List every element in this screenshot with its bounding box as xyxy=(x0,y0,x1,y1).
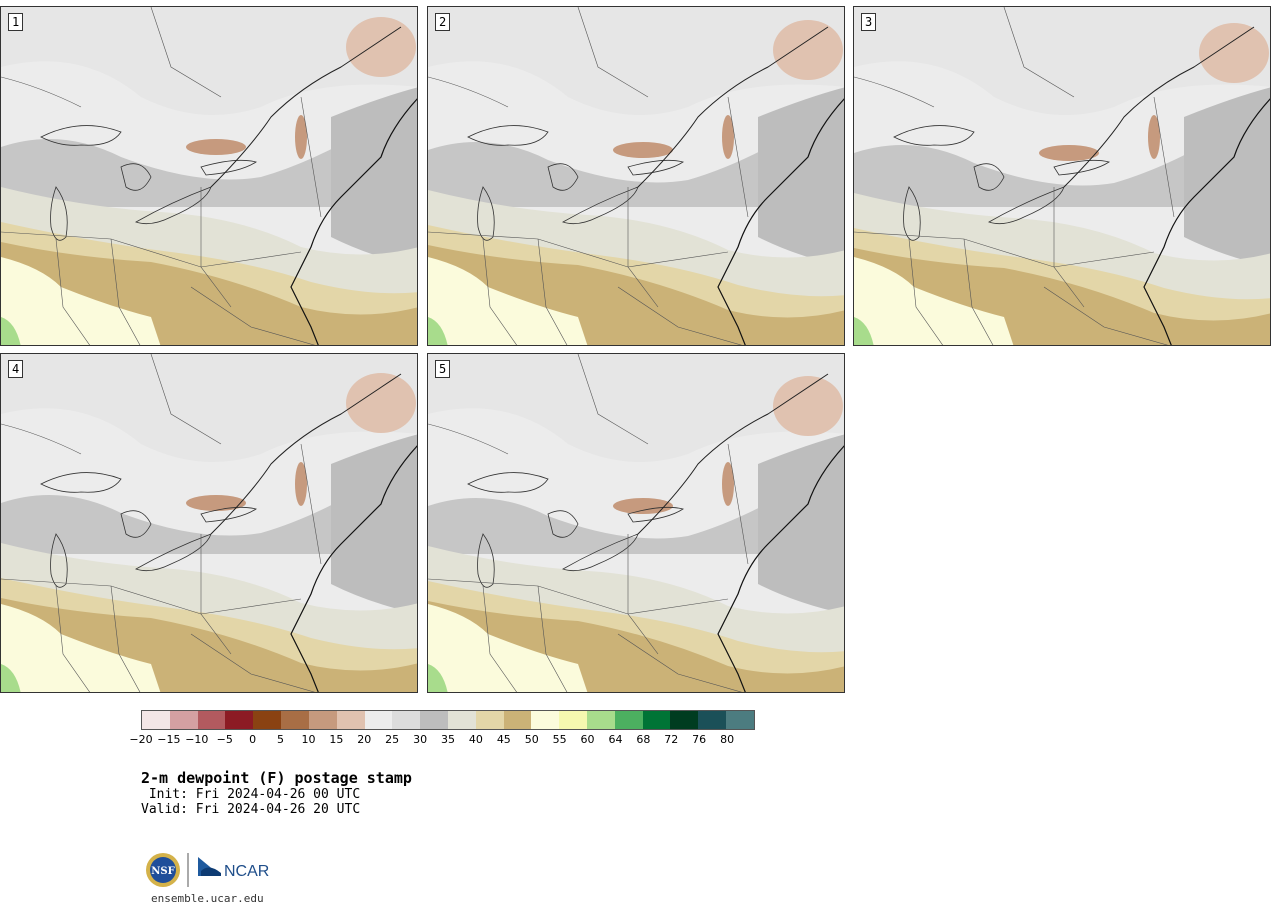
valid-time: Valid: Fri 2024-04-26 20 UTC xyxy=(141,802,361,817)
colorbar-swatch xyxy=(253,711,282,729)
nsf-logo-icon: NSF xyxy=(146,853,180,887)
nsf-ncar-logo: NSF NCAR xyxy=(146,853,269,887)
map-panel-5: 5 xyxy=(427,353,845,693)
colorbar-swatch xyxy=(698,711,727,729)
chart-title: 2-m dewpoint (F) postage stamp xyxy=(141,769,412,787)
colorbar-tick-label: 72 xyxy=(664,733,679,746)
init-time: Init: Fri 2024-04-26 00 UTC xyxy=(141,787,361,802)
colorbar-swatch xyxy=(364,711,393,729)
colorbar-tick-label: −15 xyxy=(157,733,181,746)
colorbar-tick-label: −20 xyxy=(129,733,153,746)
colorbar-tick-label: 10 xyxy=(301,733,316,746)
colorbar-swatch xyxy=(587,711,615,729)
colorbar-swatch xyxy=(142,711,170,729)
colorbar-tick-label: 55 xyxy=(552,733,567,746)
colorbar-tick-label: 15 xyxy=(329,733,344,746)
dewpoint-map xyxy=(1,354,417,692)
colorbar-tick-label: 20 xyxy=(357,733,372,746)
colorbar-tick-label: 35 xyxy=(441,733,455,746)
colorbar xyxy=(141,710,755,730)
colorbar-tick-label: 30 xyxy=(413,733,428,746)
dewpoint-map xyxy=(854,7,1270,345)
map-panel-4: 4 xyxy=(0,353,418,693)
dewpoint-map xyxy=(428,7,844,345)
colorbar-swatch xyxy=(281,711,309,729)
colorbar-tick-label: 45 xyxy=(496,733,511,746)
colorbar-swatch xyxy=(392,711,421,729)
svg-text:NCAR: NCAR xyxy=(224,863,269,880)
colorbar-swatch xyxy=(642,711,671,729)
colorbar-swatch xyxy=(197,711,226,729)
colorbar-swatch xyxy=(225,711,254,729)
svg-text:NSF: NSF xyxy=(151,866,174,877)
dewpoint-map xyxy=(428,354,844,692)
colorbar-tick-label: 60 xyxy=(580,733,595,746)
colorbar-swatch xyxy=(308,711,337,729)
colorbar-swatch xyxy=(503,711,532,729)
map-panel-3: 3 xyxy=(853,6,1271,346)
colorbar-swatch xyxy=(726,711,754,729)
map-panel-2: 2 xyxy=(427,6,845,346)
colorbar-swatch xyxy=(336,711,365,729)
dewpoint-map xyxy=(1,7,417,345)
colorbar-tick-label: 76 xyxy=(692,733,707,746)
colorbar-tick-label: 50 xyxy=(524,733,539,746)
colorbar-swatch xyxy=(670,711,699,729)
colorbar-swatch xyxy=(475,711,504,729)
ncar-logo-icon: NCAR xyxy=(198,857,269,880)
colorbar-tick-label: 25 xyxy=(385,733,400,746)
colorbar-swatch xyxy=(420,711,448,729)
colorbar-swatch xyxy=(614,711,643,729)
colorbar-tick-label: 80 xyxy=(720,733,735,746)
colorbar-tick-label: 0 xyxy=(249,733,257,746)
panel-number-label: 4 xyxy=(8,360,24,378)
colorbar-tick-label: 40 xyxy=(468,733,483,746)
colorbar-tick-label: 5 xyxy=(277,733,285,746)
colorbar-tick-labels: −20 −15 −10 −5 0 5 10 15 20 25 30 35 40 45 50 55 60 64 68 7… xyxy=(129,733,755,749)
map-panel-1: 1 xyxy=(0,6,418,346)
panel-number-label: 3 xyxy=(861,13,877,31)
colorbar-tick-label: −10 xyxy=(185,733,209,746)
colorbar-swatch xyxy=(447,711,476,729)
colorbar-swatch xyxy=(559,711,587,729)
source-url: ensemble.ucar.edu xyxy=(151,892,264,905)
colorbar-tick-label: −5 xyxy=(216,733,233,746)
panel-number-label: 2 xyxy=(435,13,451,31)
colorbar-swatch xyxy=(169,711,198,729)
colorbar-tick-label: 68 xyxy=(636,733,651,746)
panel-number-label: 5 xyxy=(435,360,451,378)
colorbar-swatch xyxy=(531,711,560,729)
colorbar-tick-label: 64 xyxy=(608,733,623,746)
panel-number-label: 1 xyxy=(8,13,24,31)
